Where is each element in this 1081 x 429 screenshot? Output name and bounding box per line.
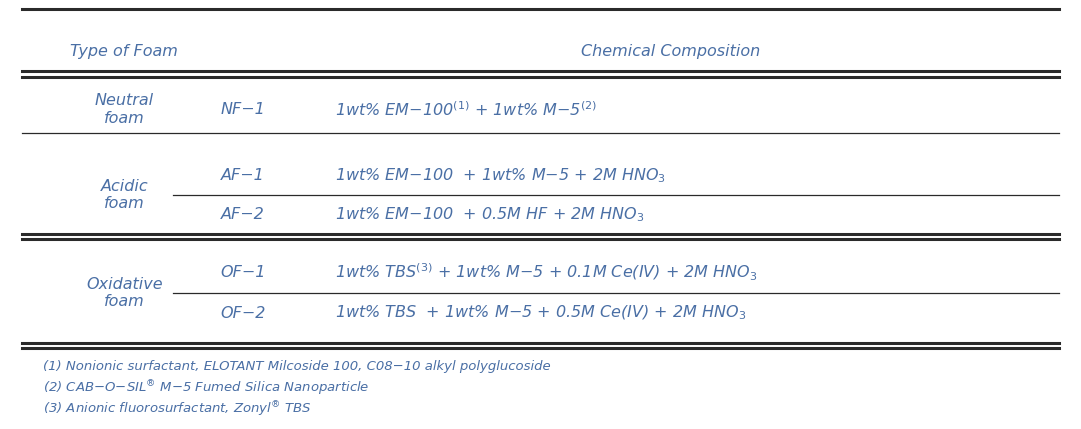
Text: (1) Nonionic surfactant, ELOTANT Milcoside 100, C08−10 alkyl polyglucoside: (1) Nonionic surfactant, ELOTANT Milcosi…: [43, 360, 551, 373]
Text: OF−2: OF−2: [221, 306, 266, 320]
Text: (3) Anionic fluorosurfactant, Zonyl$^{\circledR}$ TBS: (3) Anionic fluorosurfactant, Zonyl$^{\c…: [43, 400, 311, 420]
Text: 1wt% TBS$^{(3)}$ + 1wt% M−5 + 0.1M Ce(IV) + 2M HNO$_3$: 1wt% TBS$^{(3)}$ + 1wt% M−5 + 0.1M Ce(IV…: [335, 262, 758, 283]
Text: 1wt% EM−100  + 0.5M HF + 2M HNO$_3$: 1wt% EM−100 + 0.5M HF + 2M HNO$_3$: [335, 205, 644, 224]
Text: AF−2: AF−2: [222, 207, 265, 222]
Text: Oxidative
foam: Oxidative foam: [86, 277, 162, 309]
Text: 1wt% EM−100$^{(1)}$ + 1wt% M−5$^{(2)}$: 1wt% EM−100$^{(1)}$ + 1wt% M−5$^{(2)}$: [335, 100, 597, 119]
Text: AF−1: AF−1: [222, 169, 265, 183]
Text: NF−1: NF−1: [221, 102, 266, 117]
Text: OF−1: OF−1: [221, 265, 266, 280]
Text: Type of Foam: Type of Foam: [70, 44, 178, 59]
Text: (2) CAB−O−SIL$^{\circledR}$ M−5 Fumed Silica Nanoparticle: (2) CAB−O−SIL$^{\circledR}$ M−5 Fumed Si…: [43, 378, 370, 398]
Text: Acidic
foam: Acidic foam: [101, 179, 148, 211]
Text: 1wt% EM−100  + 1wt% M−5 + 2M HNO$_3$: 1wt% EM−100 + 1wt% M−5 + 2M HNO$_3$: [335, 166, 666, 185]
Text: Chemical Composition: Chemical Composition: [580, 44, 760, 59]
Text: 1wt% TBS  + 1wt% M−5 + 0.5M Ce(IV) + 2M HNO$_3$: 1wt% TBS + 1wt% M−5 + 0.5M Ce(IV) + 2M H…: [335, 304, 746, 322]
Text: Neutral
foam: Neutral foam: [95, 93, 154, 126]
